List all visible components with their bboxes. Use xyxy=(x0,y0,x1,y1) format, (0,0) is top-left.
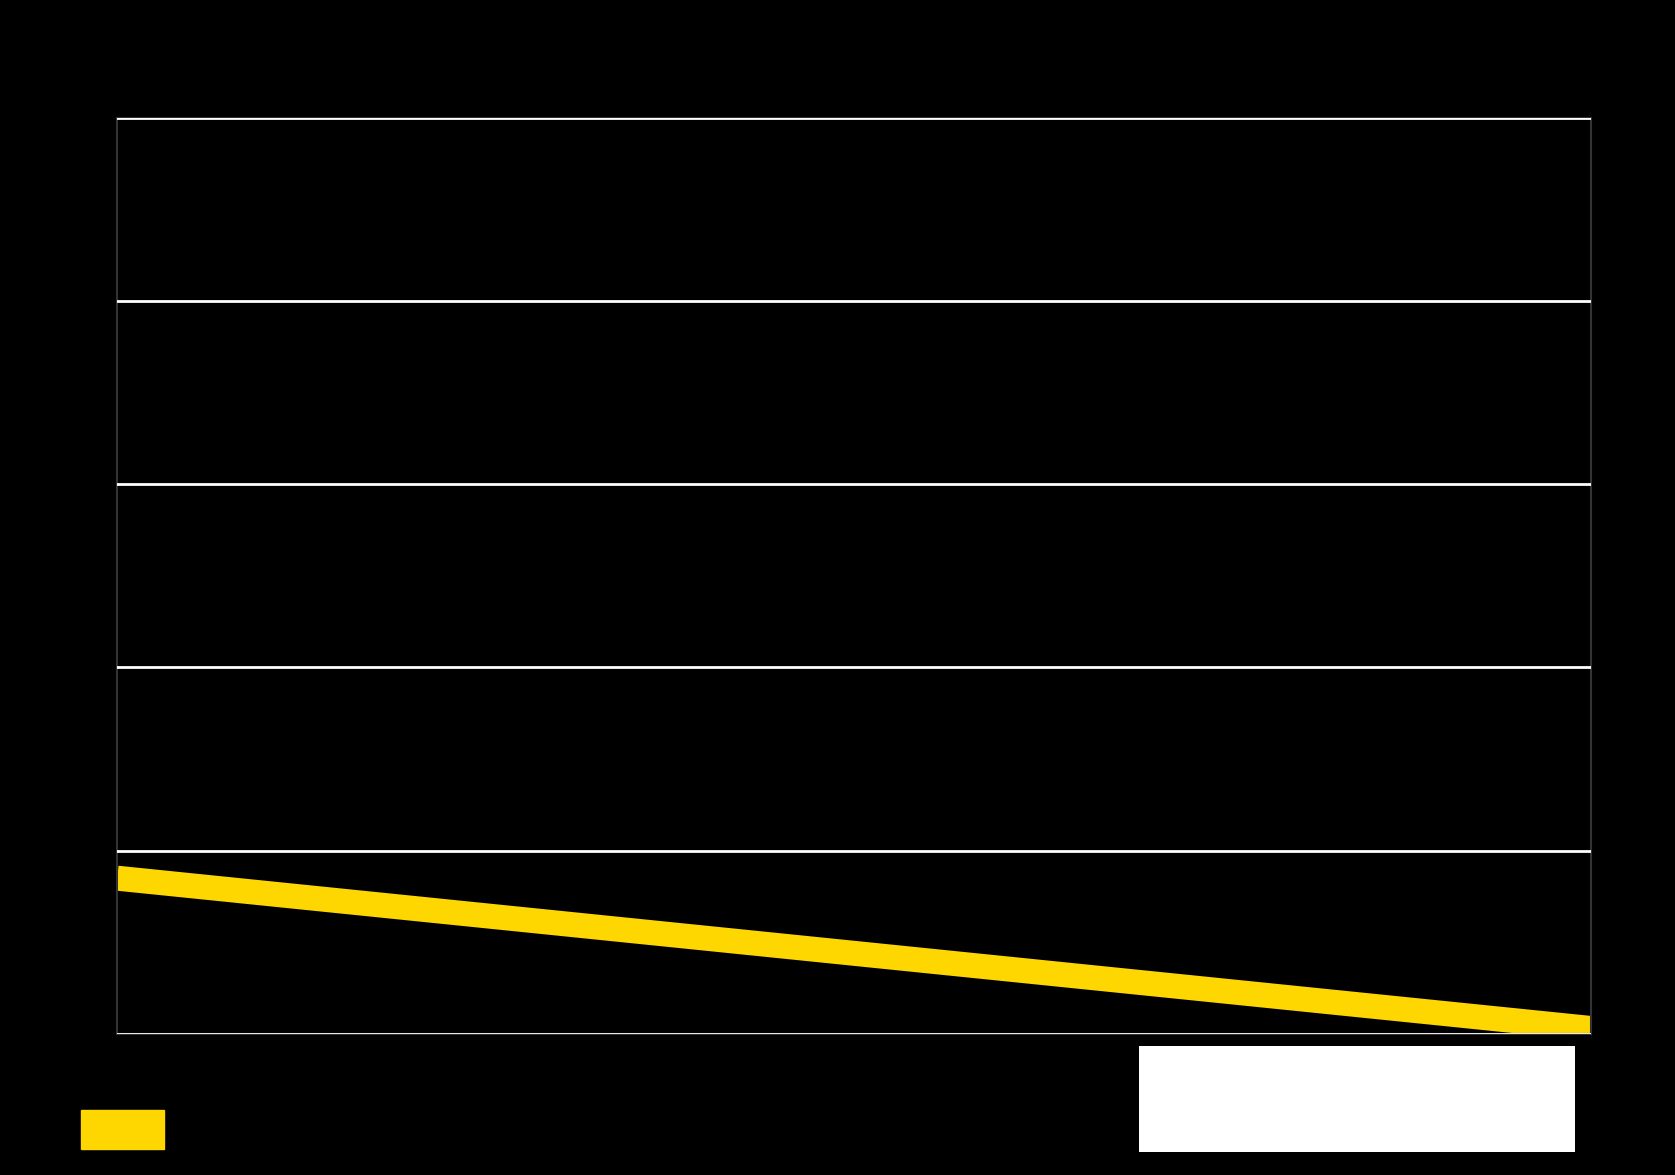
Legend: PureGuard Treated: PureGuard Treated xyxy=(80,1110,451,1149)
